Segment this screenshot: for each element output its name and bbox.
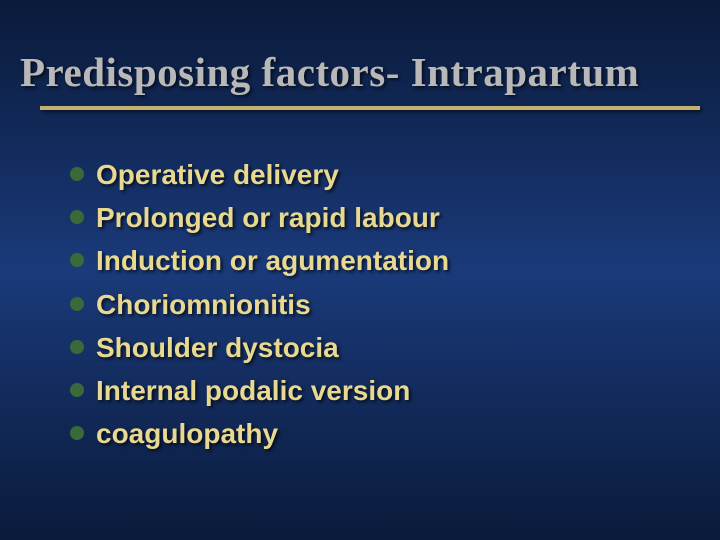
bullet-icon: [70, 426, 84, 440]
bullet-list: Operative delivery Prolonged or rapid la…: [70, 155, 680, 457]
list-item-text: Induction or agumentation: [96, 241, 449, 280]
title-underline: [40, 106, 700, 110]
list-item: Shoulder dystocia: [70, 328, 680, 367]
list-item-text: Choriomnionitis: [96, 285, 311, 324]
bullet-icon: [70, 210, 84, 224]
list-item: coagulopathy: [70, 414, 680, 453]
list-item-text: Prolonged or rapid labour: [96, 198, 440, 237]
list-item-text: coagulopathy: [96, 414, 278, 453]
bullet-icon: [70, 297, 84, 311]
slide: Predisposing factors- Intrapartum Operat…: [0, 0, 720, 540]
title-block: Predisposing factors- Intrapartum: [20, 48, 700, 110]
list-item-text: Operative delivery: [96, 155, 339, 194]
list-item-text: Internal podalic version: [96, 371, 410, 410]
bullet-icon: [70, 340, 84, 354]
list-item: Internal podalic version: [70, 371, 680, 410]
list-item: Prolonged or rapid labour: [70, 198, 680, 237]
bullet-icon: [70, 253, 84, 267]
bullet-icon: [70, 383, 84, 397]
list-item-text: Shoulder dystocia: [96, 328, 339, 367]
list-item: Choriomnionitis: [70, 285, 680, 324]
list-item: Operative delivery: [70, 155, 680, 194]
bullet-icon: [70, 167, 84, 181]
list-item: Induction or agumentation: [70, 241, 680, 280]
slide-title: Predisposing factors- Intrapartum: [20, 48, 700, 96]
